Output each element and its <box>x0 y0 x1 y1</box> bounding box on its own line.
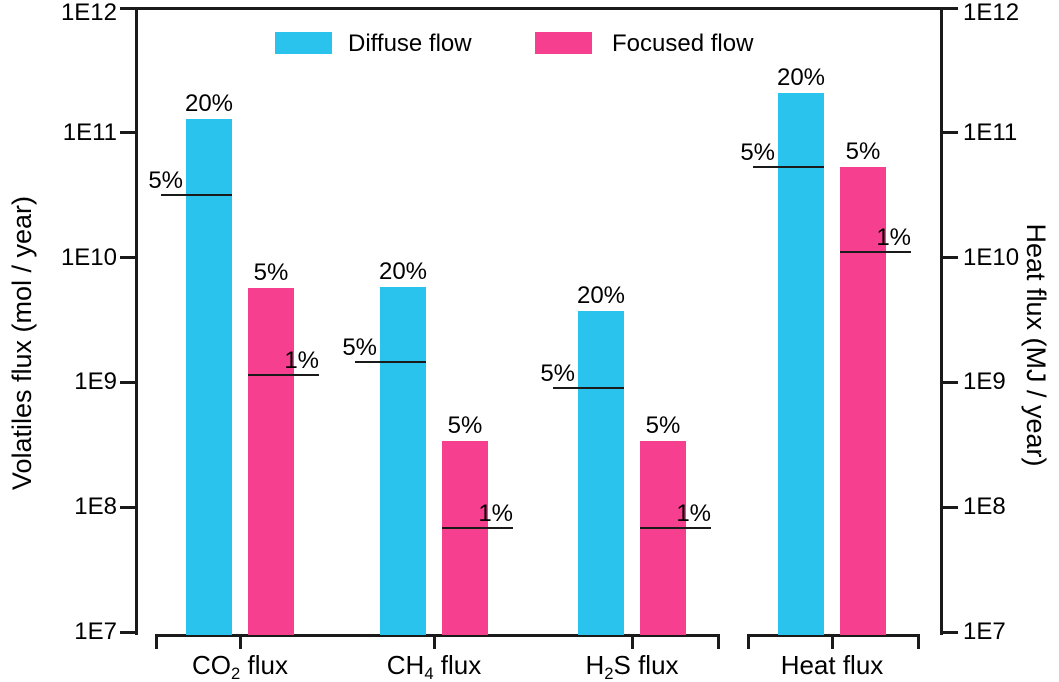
diffuse-threshold-label: 5% <box>540 360 575 388</box>
legend-label-diffuse-flow: Diffuse flow <box>348 30 472 57</box>
top-axis-spine <box>135 7 943 10</box>
left-axis-spine <box>135 7 138 635</box>
left-y-tick <box>120 380 135 384</box>
focused-threshold-line <box>840 251 911 254</box>
focused-bar-value-label: 5% <box>253 259 289 287</box>
focused-threshold-line <box>442 527 513 530</box>
focused-threshold-line <box>248 373 319 376</box>
right-y-tick-label: 1E9 <box>963 368 1006 396</box>
right-y-tick-label: 1E10 <box>963 243 1020 271</box>
diffuse-threshold-label: 5% <box>740 139 775 167</box>
category-bracket-end <box>747 634 750 649</box>
category-label: CO2 flux <box>192 650 288 682</box>
right-axis-spine <box>940 7 943 635</box>
category-label: Heat flux <box>780 650 884 680</box>
diffuse-bar <box>778 92 824 635</box>
diffuse-threshold-label: 5% <box>342 334 377 362</box>
right-y-tick <box>943 256 958 260</box>
right-y-tick <box>943 505 958 509</box>
diffuse-threshold-line <box>753 166 824 169</box>
category-bracket-tick <box>631 634 634 649</box>
diffuse-threshold-line <box>355 361 426 364</box>
left-y-tick <box>120 630 135 634</box>
focused-bar-value-label: 5% <box>645 411 681 439</box>
category-bracket-end <box>717 634 720 649</box>
legend-swatch-diffuse-flow <box>275 32 332 54</box>
left-y-tick <box>120 6 135 10</box>
diffuse-bar <box>186 118 232 635</box>
right-y-tick-label: 1E7 <box>963 618 1006 645</box>
category-bracket-tick <box>433 634 436 649</box>
category-bracket-end <box>917 634 920 649</box>
diffuse-threshold-label: 5% <box>148 166 183 194</box>
diffuse-bar <box>380 287 426 635</box>
focused-bar-value-label: 5% <box>845 138 881 166</box>
focused-bar <box>248 288 294 635</box>
right-y-tick-label: 1E12 <box>963 0 1020 26</box>
focused-bar <box>442 440 488 635</box>
category-label: H2S flux <box>585 650 679 682</box>
left-y-tick-label: 1E11 <box>62 118 117 146</box>
diffuse-bar-value-label: 20% <box>184 89 234 117</box>
left-y-tick-label: 1E10 <box>60 243 117 271</box>
focused-threshold-label: 1% <box>478 500 513 528</box>
focused-bar <box>840 167 886 635</box>
category-label: CH4 flux <box>386 650 482 682</box>
left-y-tick-label: 1E12 <box>60 0 117 26</box>
right-y-tick <box>943 131 958 135</box>
diffuse-bar <box>578 311 624 635</box>
diffuse-threshold-line <box>553 387 624 390</box>
diffuse-bar-value-label: 20% <box>776 63 826 91</box>
focused-threshold-label: 1% <box>876 224 911 252</box>
left-y-tick <box>120 256 135 260</box>
category-bracket-end <box>155 634 158 649</box>
category-bracket <box>155 634 717 637</box>
left-y-tick <box>120 131 135 135</box>
right-y-tick-label: 1E8 <box>963 493 1006 521</box>
diffuse-bar-value-label: 20% <box>378 258 428 286</box>
right-y-tick-label: 1E11 <box>963 118 1018 146</box>
right-y-tick <box>943 630 958 634</box>
focused-threshold-label: 1% <box>284 346 319 374</box>
category-bracket-tick <box>831 634 834 649</box>
diffuse-bar-value-label: 20% <box>576 282 626 310</box>
left-y-tick <box>120 505 135 509</box>
left-y-tick-label: 1E7 <box>74 618 117 645</box>
focused-threshold-label: 1% <box>676 500 711 528</box>
diffuse-threshold-line <box>161 193 232 196</box>
category-bracket-tick <box>239 634 242 649</box>
legend-swatch-focused-flow <box>535 32 592 54</box>
left-y-tick-label: 1E8 <box>74 493 117 521</box>
focused-bar-value-label: 5% <box>447 411 483 439</box>
right-y-tick <box>943 380 958 384</box>
right-y-tick <box>943 6 958 10</box>
focused-bar <box>640 440 686 635</box>
focused-threshold-line <box>640 527 711 530</box>
left-y-tick-label: 1E9 <box>74 368 117 396</box>
legend-label-focused-flow: Focused flow <box>612 30 754 57</box>
